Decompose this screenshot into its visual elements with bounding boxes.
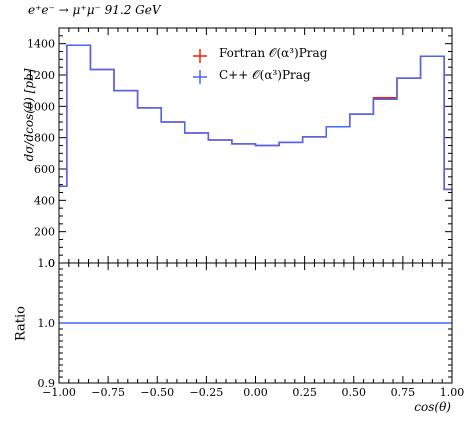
main-y-tick-label: 1200 <box>27 69 55 82</box>
series-line-fortran <box>59 44 452 191</box>
ratio-y-tick-label: 1.0 <box>38 317 56 330</box>
process-label: e⁺e⁻ → μ⁺μ⁻ 91.2 GeV <box>28 3 161 17</box>
x-tick-label: 0.50 <box>342 386 367 399</box>
x-tick-label: −0.50 <box>140 386 174 399</box>
y-axis-title: dσ/dcos(θ) [pb] <box>22 68 36 162</box>
main-y-tick-label: 1000 <box>27 100 55 113</box>
x-tick-label: −1.00 <box>42 386 76 399</box>
x-tick-label: 0.00 <box>243 386 268 399</box>
main-y-axis: 0 200 400 600 800 1000 1200 1400 <box>27 27 452 270</box>
x-tick-label: −0.75 <box>91 386 125 399</box>
x-tick-label: −0.25 <box>190 386 224 399</box>
main-y-tick-label: 400 <box>34 194 55 207</box>
legend-label-fortran: Fortran 𝒪(α³)Prag <box>219 46 328 60</box>
ratio-y-tick-label: 1.0 <box>38 257 56 270</box>
x-tick-label: 1.00 <box>440 386 465 399</box>
main-series-group <box>59 44 452 191</box>
ratio-y-tick-label: 0.9 <box>38 377 56 390</box>
x-axis: −1.00 −0.75 −0.50 −0.25 0.00 0.25 0.50 0.75 1.00 <box>42 28 464 399</box>
main-y-tick-label: 0 <box>48 257 55 270</box>
main-y-tick-label: 800 <box>34 132 55 145</box>
x-axis-title: cos(θ) <box>414 400 451 414</box>
legend <box>193 49 207 84</box>
x-tick-label: 0.25 <box>292 386 317 399</box>
main-y-tick-label: 200 <box>34 226 55 239</box>
legend-label-cpp: C++ 𝒪(α³)Prag <box>219 68 311 82</box>
series-line-cpp <box>59 44 452 191</box>
ratio-axis-title: Ratio <box>13 305 29 342</box>
x-tick-label: 0.75 <box>391 386 416 399</box>
main-y-tick-label: 1400 <box>27 38 55 51</box>
main-y-tick-label: 600 <box>34 163 55 176</box>
